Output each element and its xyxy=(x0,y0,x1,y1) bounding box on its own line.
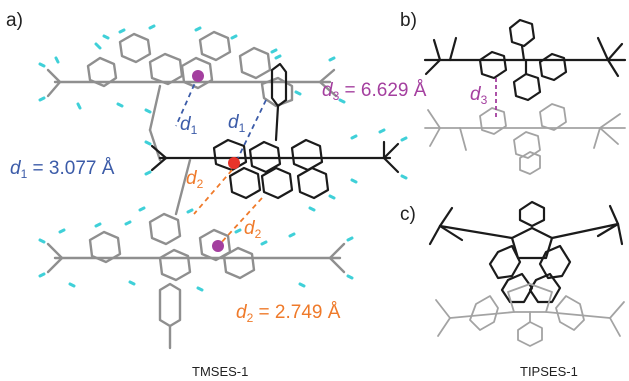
panel-b-upper-molecule-dark xyxy=(423,18,627,102)
d2-right-line xyxy=(219,197,263,245)
panel-c-caption: TIPSES-1 xyxy=(520,364,578,379)
d1-left-line xyxy=(175,75,199,127)
d1-marker-right: d1 xyxy=(228,112,246,135)
lower-molecule-gray xyxy=(38,158,354,350)
middle-centroid-marker xyxy=(228,157,240,169)
panel-c: c) xyxy=(400,200,625,379)
upper-centroid-marker xyxy=(192,70,204,82)
d3-marker: d3 xyxy=(470,84,488,107)
panel-c-letter: c) xyxy=(400,204,416,225)
d2-left-line xyxy=(193,169,233,215)
panel-c-lower-molecule-gray xyxy=(435,283,625,347)
d2-marker-right: d2 xyxy=(244,218,262,241)
panel-a-letter: a) xyxy=(6,10,23,31)
d1-value-label: d1 = 3.077 Å xyxy=(10,158,115,181)
panel-c-upper-molecule-dark xyxy=(428,200,624,304)
middle-molecule-dark xyxy=(144,54,408,212)
d2-marker-left: d2 xyxy=(186,168,204,191)
d2-value-label: d2 = 2.749 Å xyxy=(236,302,341,325)
d3-value-label: d3 = 6.629 Å xyxy=(322,80,427,103)
panel-b-lower-molecule-gray xyxy=(424,103,626,175)
d1-marker-left: d1 xyxy=(180,114,198,137)
lower-centroid-marker xyxy=(212,240,224,252)
panel-a: a) xyxy=(6,10,408,379)
d1-right-line xyxy=(237,99,267,159)
panel-b-letter: b) xyxy=(400,10,417,31)
upper-molecule-gray xyxy=(38,24,346,162)
panel-a-caption: TMSES-1 xyxy=(192,364,248,379)
panel-b: b) xyxy=(322,10,627,175)
